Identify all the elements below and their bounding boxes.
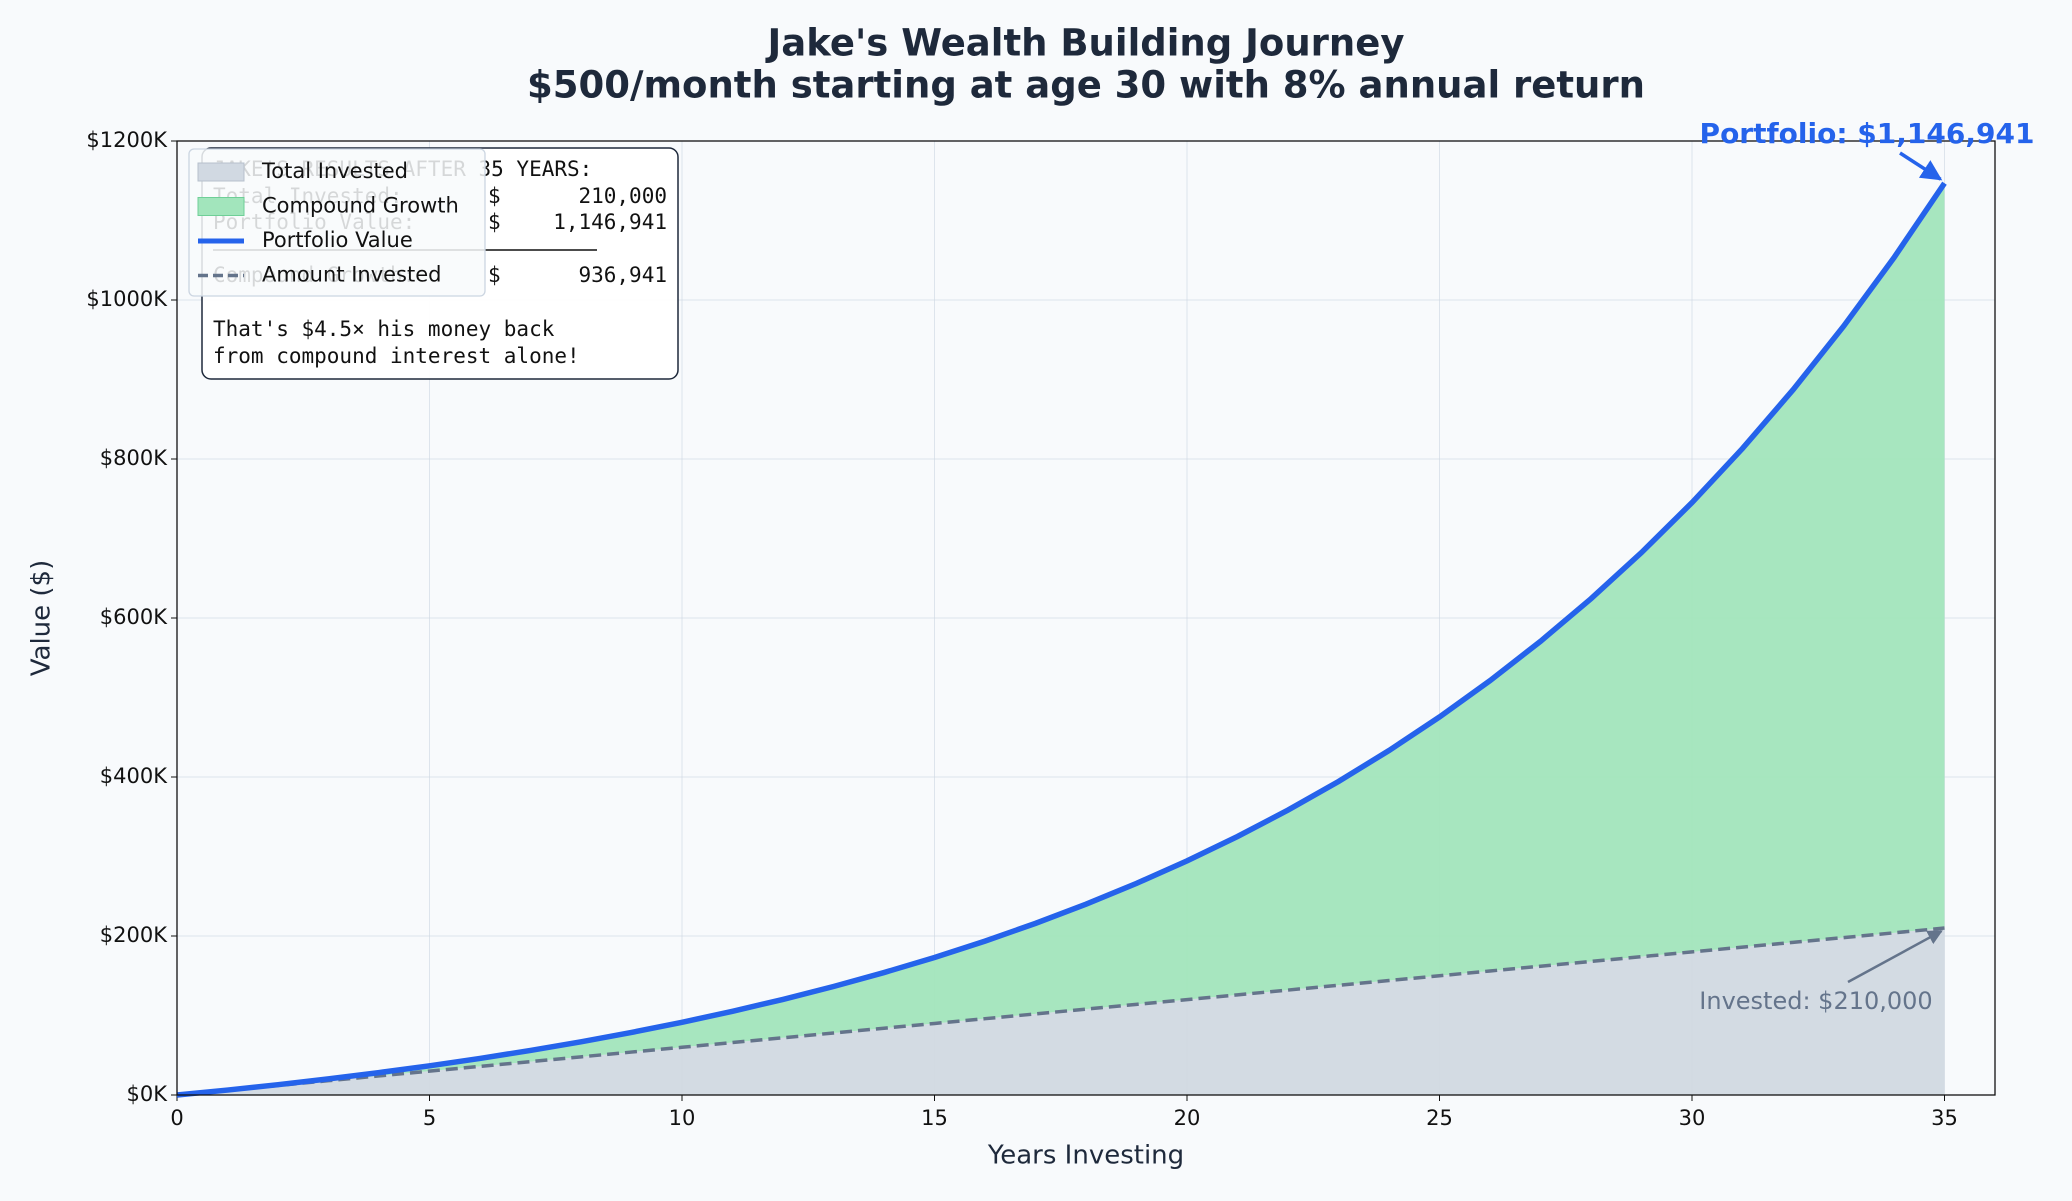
legend-label: Total Invested — [261, 159, 408, 183]
annotation: Portfolio: $1,146,941 — [1700, 117, 2035, 150]
x-tick-label: 5 — [423, 1106, 436, 1130]
summary-currency: $ — [488, 184, 501, 208]
summary-value: 1,146,941 — [553, 210, 667, 234]
annotation: Invested: $210,000 — [1699, 987, 1932, 1015]
summary-note: from compound interest alone! — [213, 344, 580, 368]
y-tick-label: $1200K — [86, 128, 168, 152]
y-tick-label: $0K — [127, 1082, 169, 1106]
annotation-arrow — [1899, 151, 1943, 181]
x-tick-label: 0 — [170, 1106, 183, 1130]
summary-value: 936,941 — [578, 263, 667, 287]
legend-label: Amount Invested — [262, 263, 441, 287]
plot-frame — [176, 140, 1996, 1096]
summary-currency: $ — [488, 263, 501, 287]
y-tick-label: $800K — [100, 446, 168, 470]
series-line — [176, 926, 1945, 1097]
chart-subtitle: $500/month starting at age 30 with 8% an… — [527, 64, 1645, 107]
x-axis-label: Years Investing — [987, 1141, 1184, 1171]
legend-label: Portfolio Value — [262, 228, 413, 252]
growth-area — [177, 183, 1945, 1096]
x-tick-label: 20 — [1174, 1106, 1201, 1130]
y-axis-label: Value ($) — [27, 560, 57, 677]
x-tick-label: 35 — [1931, 1106, 1958, 1130]
y-tick-label: $1000K — [86, 287, 168, 311]
y-tick-label: $400K — [100, 764, 168, 788]
x-tick-label: 10 — [669, 1106, 696, 1130]
summary-value: 210,000 — [578, 184, 667, 208]
legend-box — [188, 148, 486, 297]
legend-swatch — [197, 162, 245, 182]
x-tick-label: 30 — [1679, 1106, 1706, 1130]
chart-title: Jake's Wealth Building Journey — [765, 22, 1405, 65]
summary-currency: $ — [488, 210, 501, 234]
y-tick-label: $600K — [100, 605, 168, 629]
x-tick-label: 25 — [1426, 1106, 1453, 1130]
legend-label: Compound Growth — [262, 194, 459, 218]
x-tick-label: 15 — [921, 1106, 948, 1130]
series-line — [176, 181, 1947, 1098]
annotation-arrow — [1847, 929, 1943, 984]
summary-note: That's $4.5× his money back — [213, 317, 555, 341]
y-tick-label: $200K — [100, 923, 168, 947]
legend-swatch — [197, 197, 245, 216]
